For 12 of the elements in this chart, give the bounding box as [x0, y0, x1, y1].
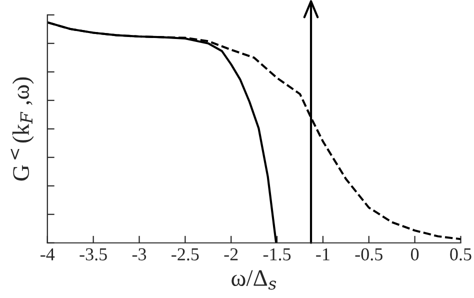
- x-tick-label: -4: [40, 248, 55, 260]
- x-tick-label: 0: [410, 248, 419, 260]
- x-tick-label: -3: [132, 248, 146, 260]
- y-axis-title: G$^{<}$(k$_{F}$ ,ω): [10, 77, 34, 181]
- x-tick-label: -2.5: [172, 248, 199, 261]
- x-tick-label: -1: [316, 248, 330, 260]
- x-tick-label: -2: [224, 248, 238, 260]
- x-axis-title: ω/Δ$_{s}$: [232, 270, 276, 290]
- x-tick-label: 0.5: [450, 248, 472, 261]
- x-tick-label: -0.5: [355, 248, 382, 261]
- x-tick-label: -1.5: [263, 248, 291, 261]
- x-tick-label: -3.5: [80, 248, 107, 261]
